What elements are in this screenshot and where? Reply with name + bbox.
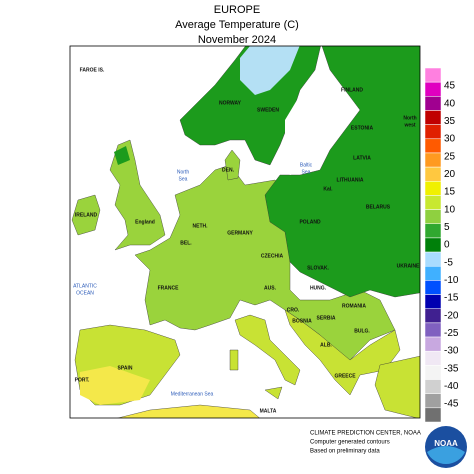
legend-label: 40	[444, 98, 456, 109]
country-label: BULG.	[354, 328, 370, 334]
footer-line: CLIMATE PREDICTION CENTER, NOAA	[310, 431, 421, 437]
country-label: west	[403, 122, 415, 128]
legend-swatch	[424, 152, 442, 168]
country-label: SWEDEN	[257, 107, 279, 113]
legend-swatch	[424, 322, 442, 338]
country-label: DEN.	[222, 167, 235, 173]
country-label: UKRAINE	[397, 263, 420, 269]
legend-swatch	[424, 365, 442, 380]
sea-label: Baltic	[300, 162, 313, 168]
country-label: LITHUANIA	[337, 177, 364, 183]
map	[70, 46, 420, 418]
legend-label: -10	[444, 275, 459, 286]
legend-swatch	[424, 209, 442, 225]
sea-label: Mediterranean Sea	[171, 391, 214, 397]
legend-swatch	[424, 195, 442, 210]
legend-label: -45	[444, 399, 459, 410]
legend-label: 45	[444, 81, 456, 92]
legend-swatch	[424, 67, 442, 83]
legend-swatch	[424, 223, 442, 239]
legend-swatch	[424, 350, 442, 366]
map-frame	[69, 45, 421, 419]
legend-swatch	[424, 181, 442, 196]
country-label: MALTA	[260, 408, 277, 414]
legend-swatch	[424, 336, 442, 352]
legend-label: -30	[444, 346, 459, 357]
title: EUROPE	[214, 4, 260, 16]
sea-label: Sea	[179, 176, 188, 182]
country-label: NORWAY	[219, 100, 242, 106]
sea-label: OCEAN	[76, 290, 94, 296]
country-label: ROMANIA	[342, 303, 366, 309]
subtitle: Average Temperature (C)	[175, 19, 299, 31]
legend-label: -15	[444, 293, 459, 304]
legend-label: 25	[444, 151, 456, 162]
country-label: GERMANY	[227, 230, 253, 236]
legend-swatch	[424, 379, 442, 394]
legend-swatch	[424, 393, 442, 409]
sea-label: North	[177, 169, 189, 175]
date: November 2024	[198, 34, 276, 46]
country-label: CZECHIA	[261, 253, 284, 259]
legend-swatch	[424, 166, 442, 182]
legend-label: 35	[444, 116, 456, 127]
footer-line: Based on preliminary data	[310, 449, 380, 455]
legend-label: 30	[444, 134, 456, 145]
legend-label: 20	[444, 169, 456, 180]
legend-swatch	[424, 138, 442, 154]
country-label: ESTONIA	[351, 125, 374, 131]
country-label: FINLAND	[341, 87, 363, 93]
country-label: POLAND	[299, 219, 321, 225]
country-label: PORT.	[75, 377, 90, 383]
country-label: HUNG.	[310, 285, 327, 291]
country-label: CRO.	[287, 307, 300, 313]
country-label: England	[135, 219, 155, 225]
legend-label: 10	[444, 204, 456, 215]
sea-label: ATLANTIC	[73, 283, 97, 289]
legend-label: 15	[444, 187, 456, 198]
legend-swatch	[424, 110, 442, 125]
legend-swatch	[424, 251, 442, 267]
legend-swatch	[424, 294, 442, 309]
legend-swatch	[424, 237, 442, 253]
country-label: SLOVAK.	[307, 265, 329, 271]
legend-label: 5	[444, 222, 450, 233]
legend-label: -25	[444, 328, 459, 339]
country-label: ALB.	[320, 342, 332, 348]
country-label: Kal.	[323, 186, 333, 192]
legend-label: -35	[444, 363, 459, 374]
legend-swatch	[424, 407, 442, 423]
map-labels: FAROE IS. NORWAY SWEDEN FINLAND ESTONIA North…	[73, 67, 420, 414]
legend-swatch	[424, 265, 442, 281]
country-label: GREECE	[334, 373, 356, 379]
footer-line: Computer generated contours	[310, 440, 390, 446]
country-label: North	[403, 115, 416, 121]
legend-label: -5	[444, 257, 453, 268]
sea-label: Sea	[302, 169, 311, 175]
legend-swatch	[424, 280, 442, 295]
country-label: LATVIA	[353, 155, 371, 161]
logo-text: NOAA	[434, 439, 458, 448]
legend-swatch	[424, 96, 442, 111]
country-label: BOSNIA	[292, 318, 312, 324]
country-label: NETH.	[193, 223, 209, 229]
legend-label: 0	[444, 240, 450, 251]
country-label: AUS.	[264, 285, 277, 291]
country-label: FRANCE	[158, 285, 179, 291]
country-label: IRELAND	[75, 212, 98, 218]
legend: 45 40 35 30 25 20 15 10 5 0 -5 -10 -15 -20 -25 -30 -35 -4…	[424, 67, 459, 423]
country-label: BELARUS	[366, 204, 391, 210]
country-label: SERBIA	[317, 315, 336, 321]
country-label: BEL.	[180, 240, 192, 246]
legend-label: -20	[444, 310, 459, 321]
country-label: FAROE IS.	[80, 67, 105, 73]
legend-label: -40	[444, 381, 459, 392]
legend-swatch	[424, 81, 442, 97]
legend-swatch	[424, 308, 442, 324]
legend-swatch	[424, 124, 442, 140]
country-label: SPAIN	[118, 365, 133, 371]
